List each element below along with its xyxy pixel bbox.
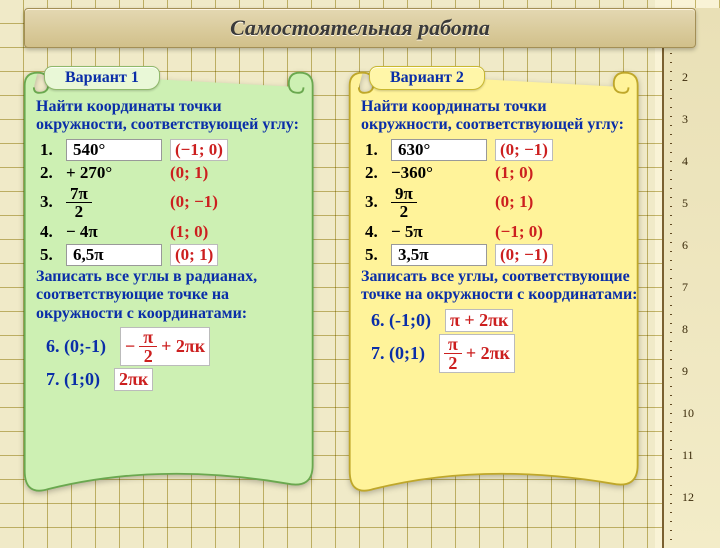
ruler-mark: 12 <box>682 490 694 505</box>
q7-label: 7. (0;1) <box>371 343 425 364</box>
item-answer: (−1; 0) <box>495 222 543 242</box>
list-item: 4. − 4π (1; 0) <box>40 222 315 242</box>
list-item: 3. 9π 2 (0; 1) <box>365 185 640 220</box>
ruler-mark: 6 <box>682 238 688 253</box>
ruler-mark: 9 <box>682 364 688 379</box>
page-title: Самостоятельная работа <box>24 8 696 48</box>
item-number: 2. <box>365 163 383 183</box>
variant-1-prompt2: Записать все углы в радианах, соответств… <box>36 268 315 323</box>
variant-2-panel: Вариант 2 Найти координаты точки окружно… <box>335 58 656 540</box>
ruler-mark: 8 <box>682 322 688 337</box>
ruler-mark: 11 <box>682 448 694 463</box>
ruler-mark: 2 <box>682 70 688 85</box>
item-answer: (0; 1) <box>170 244 218 266</box>
q6-answer: π + 2πк <box>445 309 513 332</box>
item-number: 4. <box>40 222 58 242</box>
ruler-mark: 4 <box>682 154 688 169</box>
item-expression: 6,5π <box>66 244 162 266</box>
list-item: 1. 540° (−1; 0) <box>40 139 315 161</box>
item-number: 5. <box>40 245 58 265</box>
list-item: 2. + 270° (0; 1) <box>40 163 315 183</box>
item-answer: (−1; 0) <box>170 139 228 161</box>
question-6: 6. (-1;0) π + 2πк <box>371 309 640 332</box>
q6-label: 6. (0;-1) <box>46 336 106 357</box>
question-7: 7. (1;0) 2πк <box>46 368 315 391</box>
ruler-mark: 3 <box>682 112 688 127</box>
q7-answer: π2 + 2πк <box>439 334 515 373</box>
q7-label: 7. (1;0) <box>46 369 100 390</box>
question-7: 7. (0;1) π2 + 2πк <box>371 334 640 373</box>
item-answer: (1; 0) <box>170 222 208 242</box>
item-answer: (0; −1) <box>170 192 218 212</box>
item-expression: + 270° <box>66 163 162 183</box>
variant-1-items: 1. 540° (−1; 0) 2. + 270° (0; 1) 3. 7π 2 <box>40 139 315 266</box>
variant-1-panel: Вариант 1 Найти координаты точки окружно… <box>10 58 331 540</box>
item-expression: 630° <box>391 139 487 161</box>
q6-answer: − π2 + 2πк <box>120 327 210 366</box>
item-expression: 540° <box>66 139 162 161</box>
item-number: 1. <box>365 140 383 160</box>
variant-2-items: 1. 630° (0; −1) 2. −360° (1; 0) 3. 9π 2 <box>365 139 640 266</box>
item-number: 1. <box>40 140 58 160</box>
item-number: 3. <box>40 192 58 212</box>
item-number: 2. <box>40 163 58 183</box>
variant-2-chip: Вариант 2 <box>369 66 485 90</box>
variant-1-prompt: Найти координаты точки окружности, соотв… <box>36 98 315 135</box>
ruler-mark: 7 <box>682 280 688 295</box>
item-expression: 3,5π <box>391 244 487 266</box>
item-number: 3. <box>365 192 383 212</box>
list-item: 2. −360° (1; 0) <box>365 163 640 183</box>
item-expression: 9π 2 <box>391 185 487 220</box>
question-6: 6. (0;-1) − π2 + 2πк <box>46 327 315 366</box>
item-expression: 7π 2 <box>66 185 162 220</box>
item-answer: (0; 1) <box>170 163 208 183</box>
item-answer: (0; 1) <box>495 192 533 212</box>
item-number: 4. <box>365 222 383 242</box>
list-item: 5. 6,5π (0; 1) <box>40 244 315 266</box>
item-expression: − 5π <box>391 222 487 242</box>
ruler-mark: 5 <box>682 196 688 211</box>
item-number: 5. <box>365 245 383 265</box>
item-expression: − 4π <box>66 222 162 242</box>
list-item: 3. 7π 2 (0; −1) <box>40 185 315 220</box>
q7-answer: 2πк <box>114 368 153 391</box>
ruler-mark: 10 <box>682 406 694 421</box>
list-item: 5. 3,5π (0; −1) <box>365 244 640 266</box>
variant-1-chip: Вариант 1 <box>44 66 160 90</box>
list-item: 4. − 5π (−1; 0) <box>365 222 640 242</box>
item-answer: (1; 0) <box>495 163 533 183</box>
q6-label: 6. (-1;0) <box>371 310 431 331</box>
item-answer: (0; −1) <box>495 244 553 266</box>
item-expression: −360° <box>391 163 487 183</box>
variant-2-prompt: Найти координаты точки окружности, соотв… <box>361 98 640 135</box>
side-ruler: 1 2 3 4 5 6 7 8 9 10 11 12 <box>662 8 720 548</box>
list-item: 1. 630° (0; −1) <box>365 139 640 161</box>
variant-2-prompt2: Записать все углы, соответствующие точке… <box>361 268 640 305</box>
item-answer: (0; −1) <box>495 139 553 161</box>
